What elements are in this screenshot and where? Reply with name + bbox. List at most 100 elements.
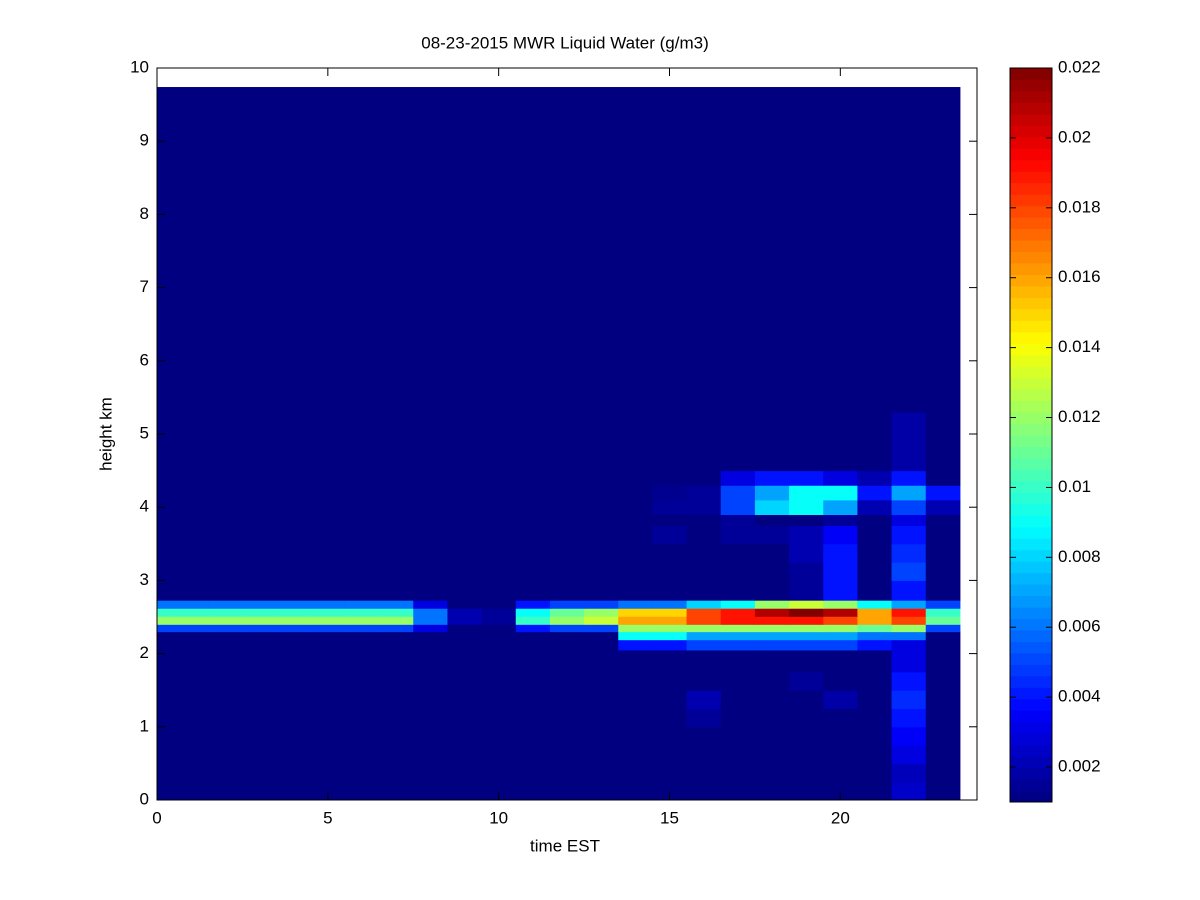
heatmap-cell: [857, 485, 893, 501]
heatmap-cell: [925, 580, 961, 601]
heatmap-cell: [447, 616, 483, 625]
heatmap-cell: [413, 412, 448, 472]
heatmap-cell: [686, 499, 722, 516]
heatmap-cell: [276, 600, 312, 609]
heatmap-cell: [720, 745, 756, 764]
heatmap-cell: [447, 726, 483, 746]
heatmap-cell: [208, 671, 243, 691]
heatmap-cell: [823, 639, 858, 651]
heatmap-cell: [549, 514, 585, 526]
heatmap-cell: [720, 671, 756, 691]
heatmap-cell: [379, 639, 414, 651]
heatmap-cell: [344, 499, 380, 516]
heatmap-cell: [720, 485, 756, 501]
heatmap-cell: [823, 514, 858, 526]
heatmap-cell: [754, 485, 790, 501]
heatmap-cell: [481, 726, 517, 746]
heatmap-cell: [515, 631, 551, 641]
heatmap-cell: [652, 726, 688, 746]
heatmap-cell: [857, 781, 893, 801]
heatmap-cell: [891, 631, 927, 641]
heatmap-cell: [549, 624, 585, 633]
heatmap-cell: [789, 781, 824, 801]
colorbar-swatch: [1010, 354, 1052, 367]
heatmap-cell: [379, 600, 414, 609]
heatmap-cell: [208, 543, 243, 563]
heatmap-cell: [174, 639, 209, 651]
heatmap-cell: [686, 631, 722, 641]
heatmap-cell: [276, 499, 312, 516]
heatmap-cell: [789, 745, 824, 764]
heatmap-cell: [208, 616, 243, 625]
heatmap-cell: [891, 639, 927, 651]
heatmap-cell: [447, 412, 483, 472]
heatmap-cell: [754, 608, 790, 617]
heatmap-cell: [157, 690, 175, 709]
heatmap-cell: [515, 616, 551, 625]
heatmap-cell: [857, 624, 893, 633]
heatmap-cell: [157, 580, 175, 601]
heatmap-cell: [549, 649, 585, 673]
heatmap-cell: [925, 608, 961, 617]
heatmap-cell: [823, 624, 858, 633]
heatmap-cell: [823, 562, 858, 581]
heatmap-cell: [549, 763, 585, 783]
heatmap-cell: [447, 745, 483, 764]
heatmap-cell: [310, 624, 346, 633]
colorbar-swatch: [1010, 228, 1052, 241]
colorbar-swatch: [1010, 194, 1052, 207]
heatmap-cell: [481, 639, 517, 651]
heatmap-cell: [857, 600, 893, 609]
colorbar-swatch: [1010, 480, 1052, 493]
colorbar-swatch: [1010, 297, 1052, 310]
heatmap-cell: [720, 639, 756, 651]
colorbar-swatch: [1010, 68, 1052, 80]
heatmap-cell: [754, 763, 790, 783]
heatmap-cell: [174, 87, 209, 413]
heatmap-cell: [242, 639, 278, 651]
heatmap-cell: [447, 87, 483, 413]
heatmap-cell: [276, 562, 312, 581]
heatmap-cell: [157, 616, 175, 625]
heatmap-cell: [481, 624, 517, 633]
heatmap-cell: [789, 87, 824, 413]
heatmap-cell: [789, 499, 824, 516]
heatmap-cell: [481, 781, 517, 801]
heatmap-cell: [310, 726, 346, 746]
heatmap-cell: [857, 631, 893, 641]
heatmap-cell: [754, 639, 790, 651]
heatmap-cell: [618, 763, 653, 783]
heatmap-cell: [686, 781, 722, 801]
heatmap-cell: [310, 708, 346, 728]
heatmap-cell: [857, 690, 893, 709]
heatmap-cell: [686, 639, 722, 651]
heatmap-cell: [925, 708, 961, 728]
heatmap-cell: [242, 608, 278, 617]
heatmap-cell: [891, 543, 927, 563]
heatmap-cell: [652, 562, 688, 581]
heatmap-cell: [584, 671, 619, 691]
heatmap-cell: [549, 543, 585, 563]
heatmap-cell: [174, 608, 209, 617]
heatmap-cell: [344, 485, 380, 501]
heatmap-cell: [515, 514, 551, 526]
heatmap-cell: [584, 781, 619, 801]
heatmap-cell: [857, 470, 893, 486]
heatmap-cell: [481, 562, 517, 581]
heatmap-cell: [720, 616, 756, 625]
heatmap-cell: [789, 580, 824, 601]
heatmap-cell: [344, 671, 380, 691]
heatmap-cell: [447, 514, 483, 526]
heatmap-cell: [413, 671, 448, 691]
heatmap-cell: [174, 624, 209, 633]
colorbar-swatch: [1010, 538, 1052, 551]
heatmap-cell: [242, 671, 278, 691]
heatmap-cell: [652, 690, 688, 709]
heatmap-cell: [276, 726, 312, 746]
heatmap-cell: [823, 580, 858, 601]
heatmap-cell: [652, 412, 688, 472]
heatmap-cell: [174, 781, 209, 801]
heatmap-cell: [857, 763, 893, 783]
colorbar-tick-label: 0.008: [1058, 547, 1101, 566]
